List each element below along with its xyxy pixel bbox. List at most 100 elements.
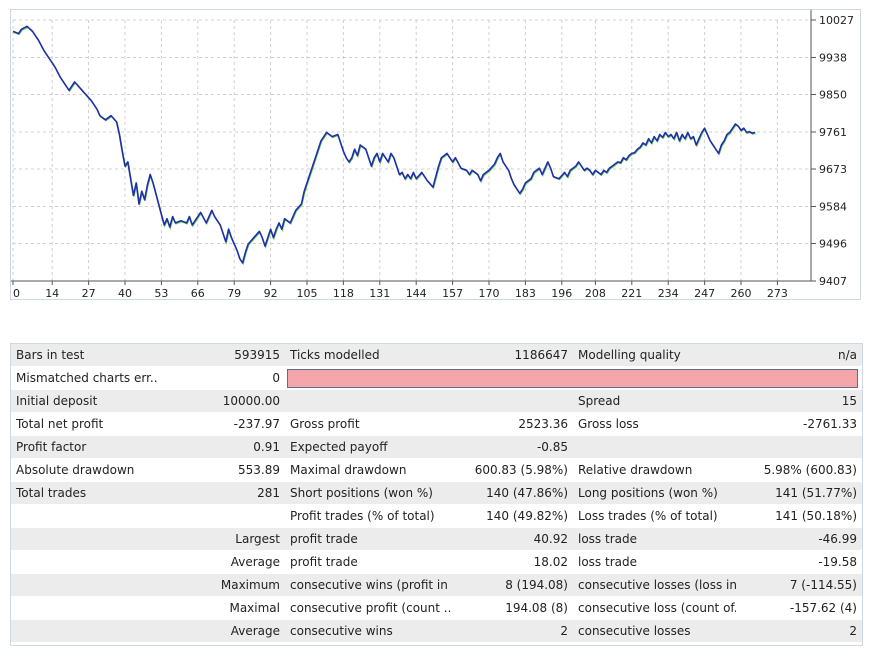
stat-label-2: Gross profit xyxy=(285,413,450,436)
stat-value-2: -0.85 xyxy=(450,436,573,459)
stat-value-1: Average xyxy=(158,620,285,643)
stat-value-1: Maximum xyxy=(158,574,285,597)
stat-value-1: 553.89 xyxy=(158,459,285,482)
stat-label-3: loss trade xyxy=(573,551,736,574)
stat-label-3: Long positions (won %) xyxy=(573,482,736,505)
stat-value-3: 15 xyxy=(736,390,862,413)
stat-value-2: 18.02 xyxy=(450,551,573,574)
stat-label-2: Expected payoff xyxy=(285,436,450,459)
stat-label-2: Short positions (won %) xyxy=(285,482,450,505)
x-tick-label: 221 xyxy=(621,287,642,299)
stat-label-1 xyxy=(11,551,158,574)
stat-label-1: Profit factor xyxy=(11,436,158,459)
balance-chart-panel: 10027 9938 9850 9761 9673 9584 9496 9407 0 14 27 40… xyxy=(10,9,861,300)
stat-value-2: 8 (194.08) xyxy=(450,574,573,597)
x-tick-label: 14 xyxy=(45,287,59,299)
stat-label-1 xyxy=(11,505,158,528)
x-tick-label: 118 xyxy=(333,287,354,299)
stat-label-2: consecutive wins xyxy=(285,620,450,643)
stat-value-3: 141 (51.77%) xyxy=(736,482,862,505)
report-row: Profit factor 0.91 Expected payoff -0.85 xyxy=(11,436,862,459)
y-tick-label: 9761 xyxy=(819,126,847,139)
mismatch-highlight-bar xyxy=(285,367,862,390)
report-table: Bars in test 593915 Ticks modelled 1186647 M… xyxy=(11,344,862,643)
stat-label-3: loss trade xyxy=(573,528,736,551)
stat-value-2: 194.08 (8) xyxy=(450,597,573,620)
y-tick-label: 9584 xyxy=(819,200,847,213)
stat-value-1: 0.91 xyxy=(158,436,285,459)
stat-value-3: n/a xyxy=(736,344,862,367)
y-tick-label: 9938 xyxy=(819,51,847,64)
stat-value-1: 593915 xyxy=(158,344,285,367)
y-tick-label: 9850 xyxy=(819,89,847,102)
report-row: Absolute drawdown 553.89 Maximal drawdown 6… xyxy=(11,459,862,482)
y-tick-label: 9673 xyxy=(819,163,847,176)
stat-label-2: Ticks modelled xyxy=(285,344,450,367)
stat-label-2: Profit trades (% of total) xyxy=(285,505,450,528)
stat-value-3: -2761.33 xyxy=(736,413,862,436)
stat-value-2 xyxy=(450,390,573,413)
x-tick-label: 260 xyxy=(731,287,752,299)
stat-value-3: 2 xyxy=(736,620,862,643)
y-tick-label: 9496 xyxy=(819,238,847,251)
x-tick-label: 144 xyxy=(406,287,427,299)
stat-label-3 xyxy=(573,436,736,459)
x-tick-label: 92 xyxy=(264,287,278,299)
x-tick-label: 53 xyxy=(154,287,168,299)
report-row: Maximum consecutive wins (profit in ... 8 … xyxy=(11,574,862,597)
stat-label-3: Gross loss xyxy=(573,413,736,436)
stat-label-3: Relative drawdown xyxy=(573,459,736,482)
x-tick-label: 196 xyxy=(551,287,572,299)
stat-value-2: 140 (47.86%) xyxy=(450,482,573,505)
stat-label-1 xyxy=(11,574,158,597)
stat-label-2: profit trade xyxy=(285,551,450,574)
stat-label-2 xyxy=(285,390,450,413)
stat-label-3: Spread xyxy=(573,390,736,413)
stat-value-3 xyxy=(736,436,862,459)
stat-value-2: 600.83 (5.98%) xyxy=(450,459,573,482)
stat-value-3: -157.62 (4) xyxy=(736,597,862,620)
stat-value-1: 281 xyxy=(158,482,285,505)
stat-value-3: 7 (-114.55) xyxy=(736,574,862,597)
stat-label-1: Mismatched charts err... xyxy=(11,367,158,390)
stat-value-1: Maximal xyxy=(158,597,285,620)
stat-label-3: Modelling quality xyxy=(573,344,736,367)
stat-value-2: 2 xyxy=(450,620,573,643)
report-row: Maximal consecutive profit (count ... 194.… xyxy=(11,597,862,620)
x-tick-label: 40 xyxy=(118,287,132,299)
x-tick-label: 105 xyxy=(297,287,318,299)
stat-label-2: profit trade xyxy=(285,528,450,551)
stat-value-1: 0 xyxy=(158,367,285,390)
stat-label-1 xyxy=(11,528,158,551)
stat-value-3: -19.58 xyxy=(736,551,862,574)
stat-value-2: 2523.36 xyxy=(450,413,573,436)
report-row: Average profit trade 18.02 loss trade -19.58 xyxy=(11,551,862,574)
y-tick-label: 10027 xyxy=(819,14,854,27)
stat-label-1: Initial deposit xyxy=(11,390,158,413)
stat-value-3: 5.98% (600.83) xyxy=(736,459,862,482)
report-row: Largest profit trade 40.92 loss trade -46.99 xyxy=(11,528,862,551)
stat-value-1: Largest xyxy=(158,528,285,551)
stat-label-3: consecutive losses (loss in ... xyxy=(573,574,736,597)
stat-label-3: consecutive loss (count of... xyxy=(573,597,736,620)
stat-label-1 xyxy=(11,620,158,643)
stat-value-2: 40.92 xyxy=(450,528,573,551)
y-tick-label: 9407 xyxy=(819,275,847,288)
stat-label-1 xyxy=(11,597,158,620)
report-row: Total net profit -237.97 Gross profit 2523.… xyxy=(11,413,862,436)
stat-value-2: 140 (49.82%) xyxy=(450,505,573,528)
x-tick-label: 208 xyxy=(585,287,606,299)
report-row: Average consecutive wins 2 consecutive loss… xyxy=(11,620,862,643)
stat-label-1: Total net profit xyxy=(11,413,158,436)
report-row: Initial deposit 10000.00 Spread 15 xyxy=(11,390,862,413)
stat-value-1: Average xyxy=(158,551,285,574)
stat-label-2: Maximal drawdown xyxy=(285,459,450,482)
stat-label-1: Absolute drawdown xyxy=(11,459,158,482)
x-tick-label: 170 xyxy=(479,287,500,299)
stat-value-1: -237.97 xyxy=(158,413,285,436)
stat-label-2: consecutive wins (profit in ... xyxy=(285,574,450,597)
stat-value-3: -46.99 xyxy=(736,528,862,551)
x-tick-label: 183 xyxy=(515,287,536,299)
stat-label-1: Bars in test xyxy=(11,344,158,367)
x-tick-label: 247 xyxy=(694,287,715,299)
